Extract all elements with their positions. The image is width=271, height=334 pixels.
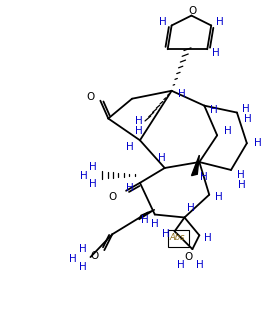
Text: H: H	[244, 115, 252, 125]
Text: H: H	[69, 254, 76, 264]
Polygon shape	[139, 209, 155, 220]
Polygon shape	[192, 155, 199, 176]
Text: H: H	[216, 17, 224, 27]
Text: H: H	[186, 203, 194, 212]
Text: H: H	[204, 233, 212, 243]
Text: H: H	[135, 117, 143, 127]
Text: H: H	[254, 138, 262, 148]
Text: H: H	[201, 172, 208, 182]
Text: H: H	[212, 48, 220, 58]
Text: H: H	[159, 17, 167, 27]
Text: H: H	[178, 89, 185, 99]
Text: O: O	[86, 92, 95, 102]
Text: Abs: Abs	[170, 233, 185, 242]
Text: H: H	[79, 244, 86, 254]
Text: H: H	[135, 126, 143, 136]
Text: H: H	[89, 162, 96, 172]
Text: H: H	[79, 262, 86, 272]
Text: H: H	[237, 170, 245, 180]
Text: H: H	[210, 105, 218, 115]
Text: H: H	[238, 180, 246, 190]
Text: H: H	[158, 153, 166, 163]
Text: H: H	[242, 104, 250, 114]
Text: H: H	[215, 192, 223, 202]
Text: H: H	[141, 215, 149, 225]
Text: H: H	[89, 179, 96, 189]
Text: H: H	[126, 142, 134, 152]
Text: O: O	[184, 252, 193, 262]
Text: H: H	[196, 260, 204, 270]
Text: H: H	[151, 219, 159, 229]
Text: H: H	[162, 229, 170, 239]
Text: H: H	[126, 183, 134, 193]
Text: O: O	[108, 192, 116, 202]
Text: O: O	[188, 6, 196, 16]
Text: H: H	[177, 260, 184, 270]
Text: H: H	[80, 171, 88, 181]
Text: O: O	[90, 251, 99, 261]
Text: H: H	[224, 126, 232, 136]
